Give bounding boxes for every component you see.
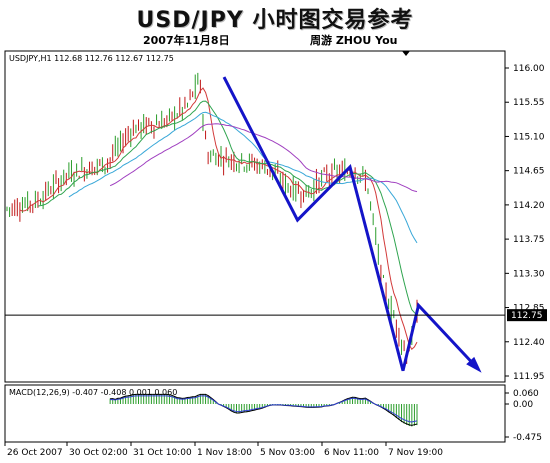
chart-author: 周游 ZHOU You — [310, 34, 398, 47]
trend-arrowhead-icon — [466, 356, 482, 373]
moving-average-line — [109, 123, 418, 193]
y-tick-label: 112.85 — [513, 304, 545, 314]
current-price-label: 112.75 — [511, 311, 543, 321]
macd-tick-label: 0.00 — [513, 400, 533, 410]
y-tick-label: 111.95 — [513, 372, 545, 382]
chart-date: 2007年11月8日 — [143, 34, 230, 47]
macd-label: MACD(12,26,9) -0.407 -0.408 0.001 0.060 — [9, 388, 177, 397]
moving-average-line — [68, 111, 418, 244]
x-tick-label: 30 Oct 02:00 — [69, 448, 128, 458]
macd-signal-line — [110, 395, 418, 423]
x-tick-label: 1 Nov 18:00 — [197, 448, 252, 458]
y-tick-label: 113.30 — [513, 269, 545, 279]
macd-tick-label: 0.060 — [513, 389, 539, 399]
macd-line — [110, 393, 418, 426]
moving-average-line — [37, 100, 418, 316]
x-tick-label: 6 Nov 11:00 — [324, 448, 379, 458]
main-panel-frame — [4, 50, 506, 383]
macd-tick-label: -0.475 — [513, 433, 542, 443]
x-tick-label: 7 Nov 19:00 — [388, 448, 443, 458]
y-tick-label: 116.00 — [513, 64, 545, 74]
x-tick-label: 31 Oct 10:00 — [133, 448, 192, 458]
current-price-box — [507, 309, 547, 322]
x-tick-label: 5 Nov 03:00 — [260, 448, 315, 458]
y-tick-label: 112.40 — [513, 338, 545, 348]
y-tick-label: 114.65 — [513, 167, 545, 177]
symbol-label: USDJPY,H1 112.68 112.76 112.67 112.75 — [9, 54, 174, 63]
y-tick-label: 113.75 — [513, 235, 545, 245]
macd-panel-frame — [4, 384, 506, 443]
shift-marker-icon — [402, 51, 410, 56]
y-tick-label: 114.20 — [513, 201, 545, 211]
y-tick-label: 115.10 — [513, 132, 545, 142]
x-tick-label: 26 Oct 2007 — [7, 448, 63, 458]
y-tick-label: 115.55 — [513, 98, 545, 108]
trend-path-line — [222, 76, 479, 372]
chart-title: USD/JPY 小时图交易参考 — [136, 8, 414, 33]
